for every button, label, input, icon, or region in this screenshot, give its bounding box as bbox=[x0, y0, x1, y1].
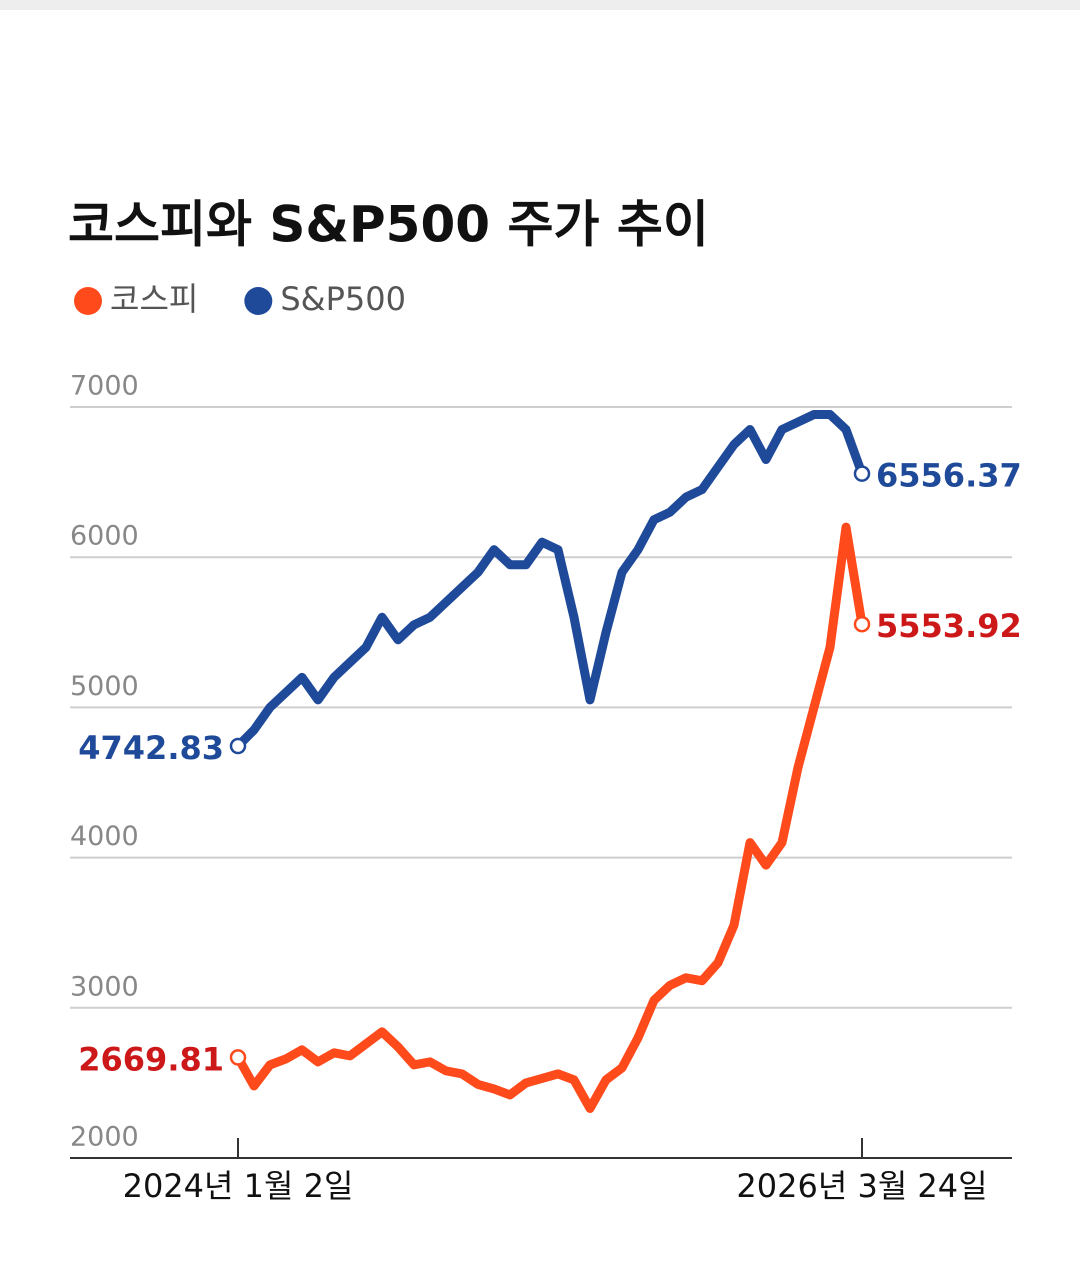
top-bar bbox=[0, 0, 1080, 10]
y-tick-label: 3000 bbox=[70, 971, 139, 1002]
y-tick-label: 6000 bbox=[70, 521, 139, 552]
end-point bbox=[853, 615, 871, 633]
value-label: 4742.83 bbox=[78, 729, 224, 767]
y-tick-label: 7000 bbox=[70, 371, 139, 402]
value-label: 2669.81 bbox=[78, 1040, 224, 1078]
series-line bbox=[233, 522, 867, 1113]
legend-label: 코스피 bbox=[110, 280, 198, 318]
y-tick-label: 2000 bbox=[70, 1122, 139, 1153]
end-point bbox=[229, 737, 247, 755]
value-label: 5553.92 bbox=[876, 607, 1022, 645]
legend-marker bbox=[244, 287, 273, 315]
chart-title: 코스피와 S&P500 주가 추이 bbox=[68, 196, 709, 254]
value-label: 6556.37 bbox=[876, 457, 1022, 495]
legend: 코스피 S&P500 bbox=[74, 280, 406, 318]
y-tick-label: 4000 bbox=[70, 821, 139, 852]
end-point bbox=[229, 1049, 247, 1066]
y-tick-label: 5000 bbox=[70, 671, 139, 702]
x-tick-label: 2026년 3월 24일 bbox=[736, 1167, 987, 1205]
legend-marker bbox=[74, 287, 102, 315]
legend-label: S&P500 bbox=[280, 280, 406, 318]
end-point bbox=[853, 465, 871, 482]
series-line bbox=[233, 410, 867, 751]
x-tick-label: 2024년 1월 2일 bbox=[123, 1167, 354, 1205]
